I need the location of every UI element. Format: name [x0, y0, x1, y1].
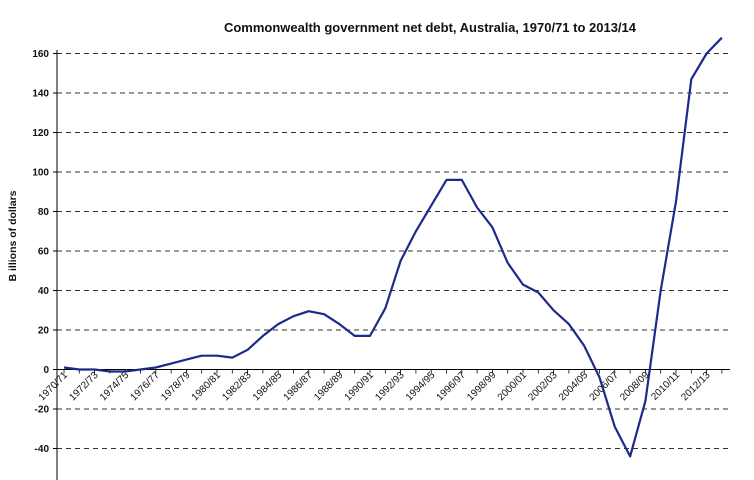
y-tick-label: 60 [38, 247, 50, 258]
y-tick-labels: -40 -20 0 20 40 60 80 100 120 140 160 [32, 49, 49, 455]
x-tick-label: 2006/07 [588, 370, 622, 404]
y-tick-label: 20 [38, 326, 50, 337]
y-tick-label: 40 [38, 286, 50, 297]
x-tick-label: 1990/91 [343, 370, 377, 404]
x-tick-label: 2000/01 [496, 370, 530, 404]
y-tick-label: 120 [32, 128, 49, 139]
x-tick-label: 1994/95 [404, 370, 438, 404]
x-tick-label: 1978/79 [159, 370, 193, 404]
gridlines [57, 53, 730, 449]
x-tick-label: 1974/75 [98, 370, 132, 404]
x-tick-label: 1992/93 [373, 370, 407, 404]
x-tick-label: 1970/71 [37, 370, 71, 404]
x-tick-label: 1980/81 [190, 370, 224, 404]
axes [53, 50, 730, 480]
x-tick-label: 1984/85 [251, 370, 285, 404]
x-tick-label: 1986/87 [282, 370, 316, 404]
x-tick-label: 2002/03 [526, 370, 560, 404]
x-tick-label: 1996/97 [435, 370, 469, 404]
y-tick-label: 0 [43, 365, 49, 376]
chart-title: Commonwealth government net debt, Austra… [223, 20, 637, 35]
y-tick-label: -20 [35, 405, 50, 416]
x-tick-label: 2012/13 [679, 370, 713, 404]
x-tick-label: 1982/83 [220, 370, 254, 404]
y-tick-label: 160 [32, 49, 49, 60]
x-tick-label: 2010/11 [649, 370, 682, 403]
x-tick-label: 2004/05 [557, 370, 591, 404]
y-tick-label: -40 [35, 444, 50, 455]
x-tick-labels: 1970/711972/731974/751976/771978/791980/… [37, 370, 713, 404]
y-tick-label: 100 [32, 168, 49, 179]
series-line [63, 36, 723, 458]
x-tick-label: 1976/77 [129, 370, 163, 404]
y-tick-label: 80 [38, 207, 50, 218]
x-tick-label: 1988/89 [312, 370, 346, 404]
x-tick-label: 1998/99 [465, 370, 499, 404]
y-axis-label: B illions of dollars [7, 190, 19, 281]
y-tick-label: 140 [32, 89, 49, 100]
x-tick-label: 1972/73 [67, 370, 101, 404]
plot-area [63, 36, 723, 458]
